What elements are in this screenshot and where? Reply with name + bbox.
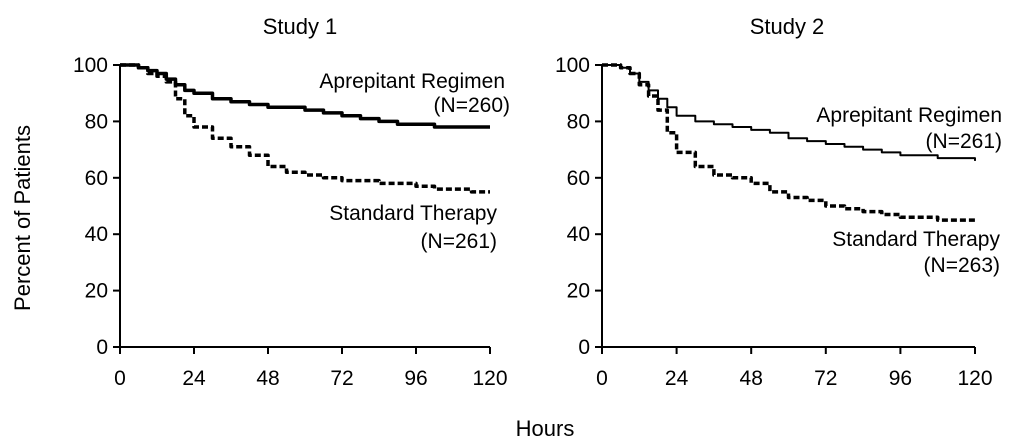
y-tick-label: 80 — [85, 110, 108, 133]
x-tick-label: 24 — [665, 367, 689, 390]
panel-title: Study 1 — [263, 14, 338, 39]
standard-therapy-line — [120, 63, 490, 194]
y-tick-label: 100 — [73, 54, 108, 77]
series-n-aprepitant: (N=260) — [434, 94, 510, 117]
series-n-aprepitant: (N=261) — [926, 130, 1002, 153]
series-n-standard: (N=261) — [421, 230, 497, 253]
series-label-aprepitant: Aprepitant Regimen — [816, 104, 1002, 127]
x-tick-label: 48 — [740, 367, 763, 390]
standard-therapy-line — [602, 63, 975, 222]
x-tick-label: 72 — [814, 367, 837, 390]
study-1-panel: Study 1 Aprepitant Regimen (N=260) Stand… — [73, 14, 510, 390]
x-tick-label: 96 — [404, 367, 427, 390]
x-tick-label: 120 — [472, 367, 507, 390]
series-label-standard: Standard Therapy — [329, 202, 497, 225]
y-tick-label: 60 — [85, 167, 108, 190]
x-tick-label: 120 — [957, 367, 992, 390]
series-n-standard: (N=263) — [924, 254, 1000, 277]
x-axis-title: Hours — [516, 416, 575, 441]
x-tick-label: 48 — [256, 367, 279, 390]
panel-title: Study 2 — [750, 14, 825, 39]
y-tick-label: 40 — [85, 223, 108, 246]
series-label-aprepitant: Aprepitant Regimen — [319, 70, 505, 93]
x-tick-label: 72 — [330, 367, 353, 390]
x-tick-label: 24 — [182, 367, 206, 390]
y-tick-label: 0 — [96, 336, 108, 359]
y-axis-title: Percent of Patients — [10, 125, 35, 311]
y-tick-label: 20 — [85, 280, 108, 303]
y-tick-label: 60 — [567, 167, 590, 190]
x-tick-label: 96 — [889, 367, 912, 390]
y-tick-label: 0 — [578, 336, 590, 359]
aprepitant-regimen-line — [602, 64, 976, 161]
x-tick-label: 0 — [114, 367, 126, 390]
study-2-panel: Study 2 Aprepitant Regimen (N=261) Stand… — [555, 14, 1002, 390]
y-tick-label: 80 — [567, 110, 590, 133]
y-tick-label: 40 — [567, 223, 590, 246]
x-tick-label: 0 — [596, 367, 608, 390]
series-label-standard: Standard Therapy — [832, 228, 1000, 251]
y-tick-label: 100 — [555, 54, 590, 77]
y-tick-label: 20 — [567, 280, 590, 303]
